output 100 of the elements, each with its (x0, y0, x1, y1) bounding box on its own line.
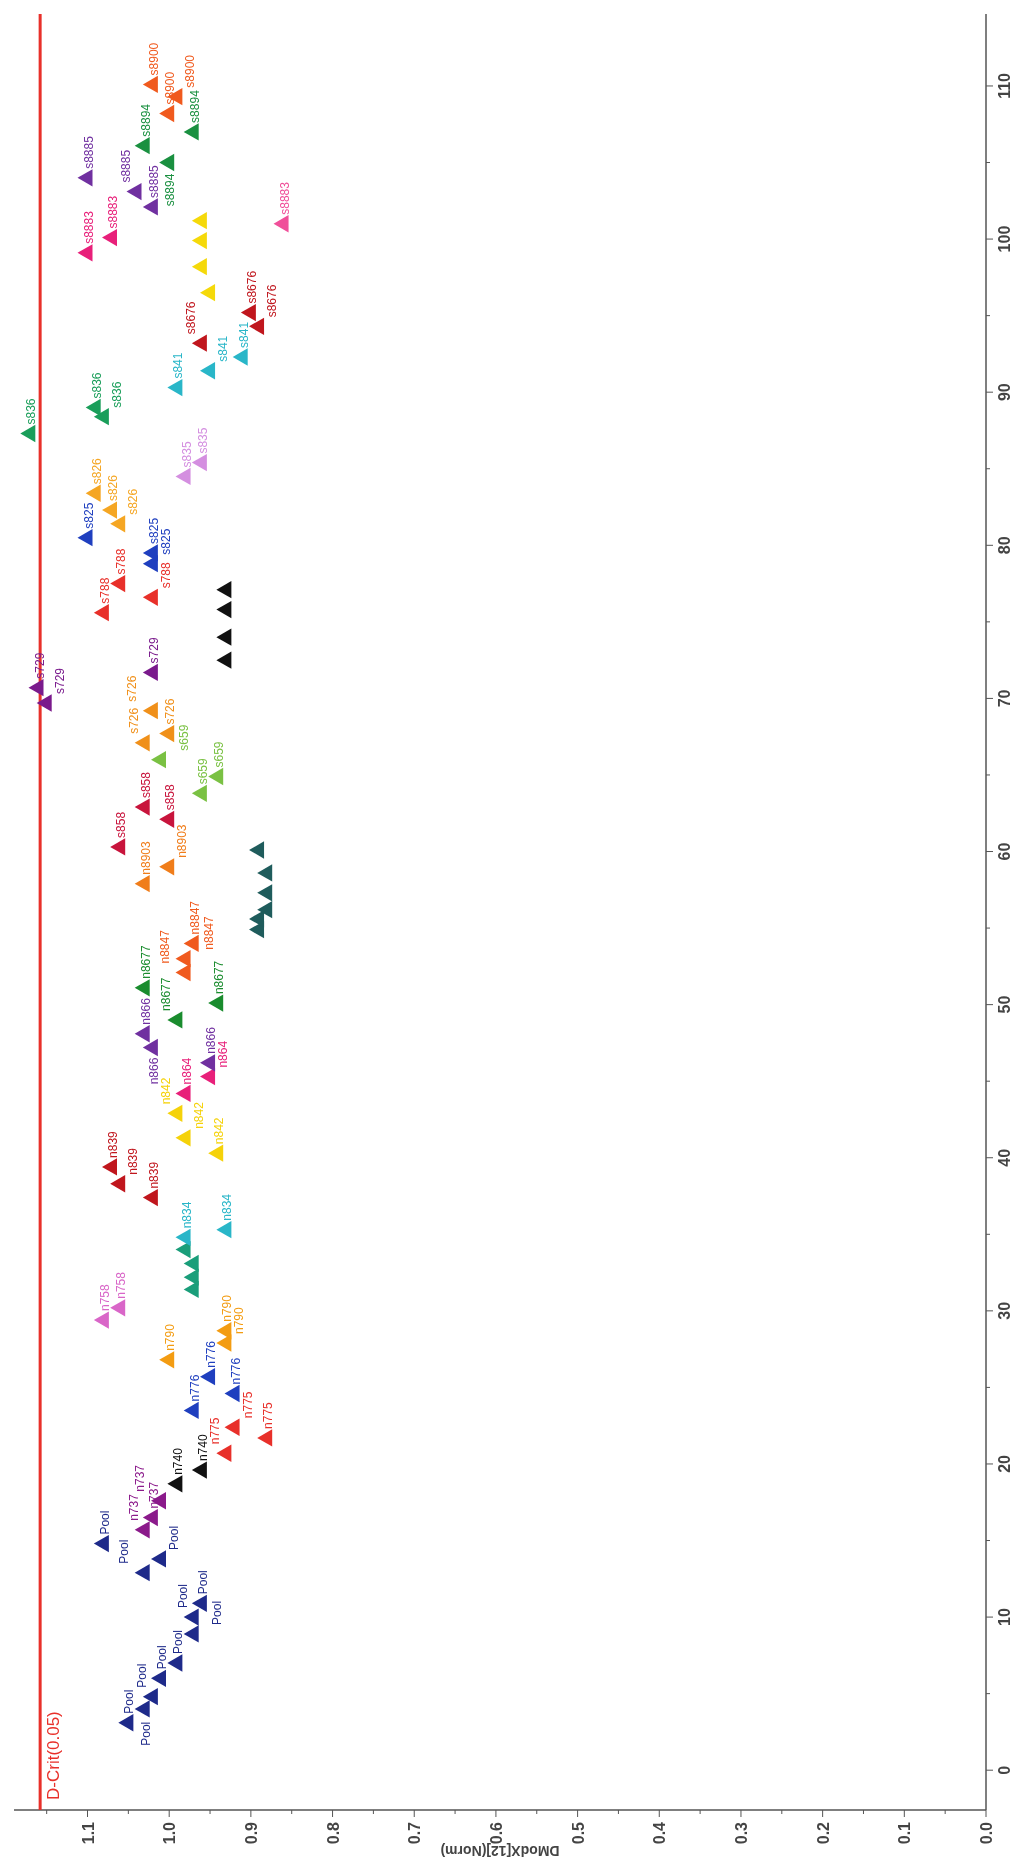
point (142, 1188, 158, 1207)
data-label: s659 (212, 741, 227, 768)
y-tick-label: 40 (996, 1148, 1013, 1167)
data-label: n775 (208, 1417, 223, 1445)
point (134, 979, 150, 997)
point (249, 910, 265, 928)
y-tick-label: 50 (996, 995, 1013, 1014)
data-label: s726 (163, 698, 178, 725)
point (142, 1688, 158, 1706)
data-label: s825 (158, 528, 173, 555)
point (142, 198, 158, 216)
point (183, 1254, 199, 1273)
point (134, 1025, 150, 1043)
point (216, 581, 232, 599)
data-label: s8900 (146, 42, 161, 76)
x-tick-label: 1.0 (161, 1821, 179, 1845)
data-label: n839 (106, 1130, 121, 1158)
point (191, 784, 207, 802)
data-label: n842 (191, 1101, 206, 1129)
data-label: n834 (220, 1193, 235, 1221)
point (134, 1700, 150, 1718)
data-label: n834 (179, 1201, 194, 1229)
data-label: s788 (114, 548, 129, 575)
point (191, 1594, 207, 1612)
point (224, 1384, 240, 1403)
point (167, 1475, 183, 1493)
point (134, 798, 150, 816)
data-label: n775 (240, 1391, 255, 1419)
point (191, 231, 207, 250)
point (216, 628, 232, 646)
point (183, 1608, 199, 1626)
point (151, 750, 167, 769)
point (257, 864, 273, 882)
data-label: s729 (146, 637, 161, 664)
x-tick-label: 0.9 (242, 1821, 260, 1845)
data-label: Pool (195, 1570, 210, 1595)
data-label: s8894 (138, 103, 153, 137)
point (191, 1461, 207, 1479)
data-label: s835 (195, 427, 210, 454)
point (151, 1669, 167, 1687)
data-label: s826 (106, 474, 121, 502)
data-label: Pool (167, 1525, 182, 1550)
point (183, 1625, 199, 1643)
data-label: Pool (175, 1584, 190, 1609)
point (134, 137, 150, 155)
point (257, 884, 273, 902)
data-label: s788 (97, 577, 112, 604)
data-label: n839 (126, 1147, 141, 1175)
data-label: Pool (134, 1663, 149, 1688)
point (142, 588, 158, 607)
x-tick-label: 0.7 (406, 1821, 424, 1845)
data-label: n740 (195, 1434, 210, 1462)
point (93, 1534, 109, 1553)
data-label: s8676 (265, 284, 280, 318)
point (240, 303, 256, 322)
point (142, 702, 158, 720)
y-tick-label: 10 (996, 1608, 1013, 1626)
point (183, 1268, 199, 1286)
data-label: n8847 (157, 929, 172, 964)
point (175, 1084, 191, 1103)
point (159, 858, 175, 876)
data-label: n775 (261, 1401, 276, 1429)
point (110, 574, 126, 593)
point (28, 679, 44, 697)
point (20, 424, 36, 443)
x-tick-label: 0.4 (651, 1821, 669, 1845)
point (159, 153, 175, 172)
data-label: s825 (146, 517, 161, 544)
data-label: s8894 (187, 89, 202, 123)
data-label: n758 (97, 1284, 112, 1312)
point (142, 663, 158, 682)
point (110, 1299, 126, 1317)
y-tick-label: 100 (996, 225, 1013, 253)
data-label: n776 (187, 1374, 202, 1402)
data-label: n790 (232, 1306, 247, 1335)
point (216, 1322, 232, 1340)
point (151, 1550, 167, 1568)
point (93, 604, 109, 622)
y-tick-label: 70 (996, 689, 1013, 708)
y-tick-label: 90 (996, 383, 1013, 402)
point (142, 1038, 158, 1057)
data-label: s841 (236, 321, 251, 348)
point (102, 228, 118, 247)
data-label: s8900 (183, 54, 198, 88)
point (200, 1067, 216, 1086)
data-label: Pool (209, 1600, 224, 1625)
data-label: n8903 (138, 840, 153, 875)
point (175, 963, 191, 982)
point (85, 484, 101, 502)
point (77, 528, 93, 547)
data-label: s659 (195, 757, 210, 785)
point (118, 1714, 134, 1732)
data-label: s858 (138, 771, 153, 799)
point (159, 104, 175, 123)
data-label: n864 (179, 1057, 194, 1085)
data-label: s659 (177, 724, 192, 751)
data-label: s841 (171, 352, 186, 379)
point (191, 257, 207, 276)
point (167, 378, 183, 397)
point (216, 651, 232, 669)
